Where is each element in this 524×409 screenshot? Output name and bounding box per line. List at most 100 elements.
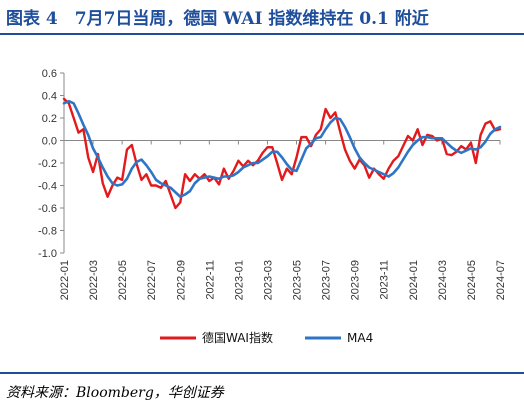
data-point xyxy=(203,173,206,175)
data-point xyxy=(378,173,380,175)
data-point xyxy=(131,144,133,146)
data-point xyxy=(320,128,322,130)
legend-label: 德国WAI指数 xyxy=(202,330,273,345)
data-point xyxy=(484,141,487,143)
data-point xyxy=(499,128,501,130)
data-point xyxy=(116,184,118,187)
y-axis-tick-labels: 0.6 0.4 0.2 0.0 -0.2 -0.4 -0.6 -0.8 -1.0 xyxy=(38,68,57,260)
data-point xyxy=(426,134,428,136)
data-point xyxy=(305,147,307,149)
data-point xyxy=(228,178,230,180)
data-point xyxy=(286,163,288,165)
data-point xyxy=(160,187,162,189)
data-point xyxy=(295,156,298,158)
data-point xyxy=(402,159,404,161)
x-tick-label: 2023-07 xyxy=(321,260,333,300)
x-tick-label: 2023-11 xyxy=(379,260,391,300)
data-point xyxy=(271,151,273,153)
data-point xyxy=(339,130,341,133)
data-point xyxy=(455,150,457,152)
y-tick-label: 0.6 xyxy=(42,68,57,80)
data-point xyxy=(242,166,244,169)
data-point xyxy=(150,184,152,187)
data-point xyxy=(232,174,235,176)
data-point xyxy=(421,144,424,146)
data-point xyxy=(480,134,482,136)
data-point xyxy=(126,178,128,180)
data-point xyxy=(489,133,491,135)
series-line-wai xyxy=(62,97,502,210)
data-point xyxy=(218,183,220,185)
data-point xyxy=(291,173,293,175)
data-point xyxy=(281,179,283,181)
x-tick-label: 2024-05 xyxy=(466,260,478,300)
data-point xyxy=(417,128,419,130)
data-point xyxy=(431,137,433,139)
data-point xyxy=(257,160,259,162)
data-point xyxy=(87,156,89,158)
x-tick-label: 2022-03 xyxy=(88,260,100,300)
x-tick-label: 2022-01 xyxy=(59,260,71,300)
data-point xyxy=(203,177,206,179)
data-point xyxy=(436,137,438,139)
data-point xyxy=(223,175,225,178)
data-point xyxy=(136,161,138,163)
data-point xyxy=(223,168,225,170)
data-point xyxy=(358,156,361,158)
data-point xyxy=(368,177,370,179)
data-point xyxy=(383,173,385,175)
data-point xyxy=(102,182,104,184)
y-tick-label: -0.8 xyxy=(38,226,57,238)
data-point xyxy=(237,171,239,173)
data-point xyxy=(82,128,84,130)
y-tick-label: 0.4 xyxy=(42,91,57,103)
data-point xyxy=(446,153,448,155)
data-point xyxy=(470,142,472,144)
source-note: 资料来源：Bloomberg，华创证券 xyxy=(6,385,224,401)
data-point xyxy=(257,162,259,164)
x-tick-label: 2022-05 xyxy=(117,260,129,300)
data-point xyxy=(174,191,177,193)
data-point xyxy=(470,147,472,149)
data-point xyxy=(426,136,428,138)
data-point xyxy=(489,120,491,122)
data-point xyxy=(68,100,70,102)
data-point xyxy=(169,193,172,196)
data-point xyxy=(397,155,399,157)
data-point xyxy=(475,162,477,164)
data-point xyxy=(121,179,123,181)
y-tick-label: -1.0 xyxy=(38,248,57,260)
data-point xyxy=(63,102,65,104)
y-tick-label: -0.2 xyxy=(38,158,57,170)
data-point xyxy=(121,183,123,185)
y-tick-label: -0.4 xyxy=(38,181,57,193)
data-point xyxy=(92,147,94,149)
data-point xyxy=(232,170,235,172)
data-point xyxy=(107,196,109,198)
data-point xyxy=(140,159,143,161)
data-point xyxy=(480,146,482,148)
data-point xyxy=(73,117,75,119)
series-lines xyxy=(62,97,502,210)
legend-item-wai: 德国WAI指数 xyxy=(160,330,273,345)
data-point xyxy=(295,170,298,172)
data-point xyxy=(218,178,220,180)
chart-title: 图表 4 7月7日当周，德国 WAI 指数维持在 0.1 附近 xyxy=(6,9,429,29)
x-tick-label: 2024-03 xyxy=(437,260,449,300)
data-point xyxy=(145,164,147,166)
data-point xyxy=(402,145,404,147)
data-point xyxy=(111,182,114,184)
data-point xyxy=(417,139,419,142)
data-point xyxy=(320,136,322,138)
data-point xyxy=(465,150,467,152)
data-point xyxy=(339,118,341,120)
x-tick-label: 2022-11 xyxy=(204,260,216,300)
data-point xyxy=(300,159,302,161)
data-point xyxy=(276,162,278,164)
data-point xyxy=(441,137,443,139)
data-point xyxy=(484,123,487,125)
data-point xyxy=(368,166,370,169)
data-point xyxy=(68,102,70,104)
data-point xyxy=(310,143,312,145)
y-tick-label: 0.0 xyxy=(42,136,57,148)
